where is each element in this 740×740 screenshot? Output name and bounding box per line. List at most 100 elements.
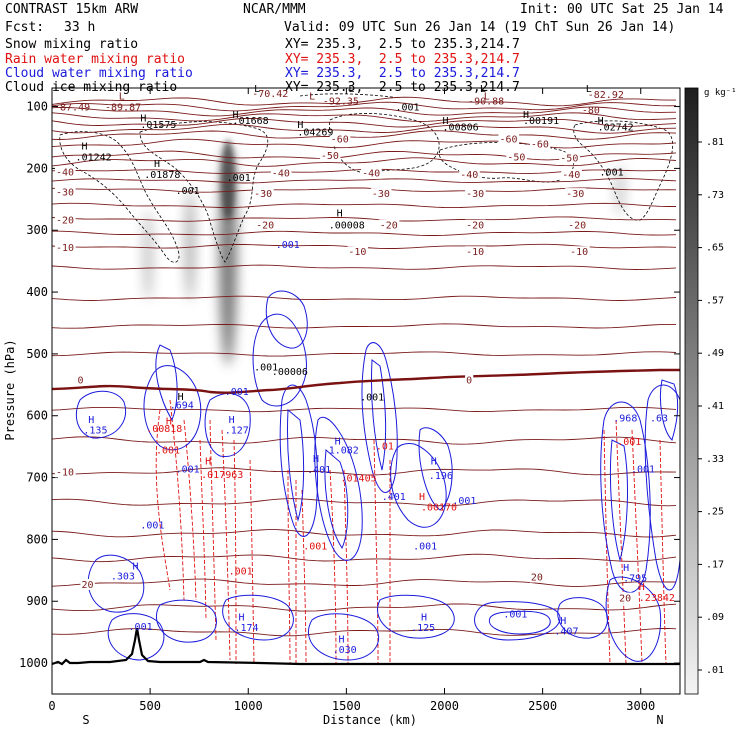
extremum-label: .02742 bbox=[598, 122, 634, 133]
temperature-label-bg bbox=[465, 219, 486, 231]
x-tick-label: 2500 bbox=[528, 699, 557, 713]
temperature-label-bg bbox=[55, 241, 76, 253]
extremum-label: H bbox=[238, 613, 244, 624]
extremum-label: .63 bbox=[650, 414, 668, 425]
rain-column-12 bbox=[329, 469, 337, 665]
extremum-label: L bbox=[586, 84, 592, 95]
y-tick-label: 800 bbox=[26, 532, 48, 546]
temperature-contour-line bbox=[52, 138, 677, 149]
temperature-label: -30 bbox=[566, 189, 584, 200]
cloud-low-9 bbox=[557, 597, 608, 639]
snow-plume-main-core bbox=[221, 140, 235, 220]
rain-column-9 bbox=[287, 469, 291, 665]
cloud-east-2 bbox=[609, 439, 628, 562]
extremum-label: L bbox=[119, 91, 125, 102]
cloud-west-2 bbox=[143, 365, 202, 451]
temperature-label: -40 bbox=[56, 167, 74, 178]
cloud-low-8 bbox=[488, 610, 551, 635]
ice-contour-1 bbox=[59, 131, 180, 263]
temperature-contour-line bbox=[52, 627, 677, 637]
cloud-core-3 bbox=[314, 416, 363, 561]
fcst-value: 33 h bbox=[64, 20, 96, 35]
temperature-label-bg bbox=[506, 151, 527, 163]
temperature-label-bg bbox=[498, 133, 520, 145]
temperature-contour-line bbox=[52, 130, 677, 140]
extremum-label: .001 bbox=[452, 496, 476, 507]
temperature-label: -10 bbox=[348, 247, 366, 258]
extremum-label: .125 bbox=[411, 623, 435, 634]
temperature-label: -10 bbox=[56, 467, 74, 478]
cloud-west-1 bbox=[75, 390, 126, 439]
temperature-label: -10 bbox=[570, 247, 588, 258]
temperature-label-bg bbox=[569, 246, 590, 258]
extremum-label: -90.88 bbox=[468, 96, 504, 107]
extremum-label: L bbox=[484, 91, 490, 102]
extremum-label: .001 bbox=[140, 521, 164, 532]
y-tick-label: 1000 bbox=[19, 656, 48, 670]
rain-column-14 bbox=[373, 439, 379, 665]
temperature-label: -30 bbox=[254, 189, 272, 200]
rain-column-7 bbox=[233, 439, 237, 665]
y-tick-label: 100 bbox=[26, 100, 48, 114]
extremum-label: .030 bbox=[333, 645, 357, 656]
temperature-label: -60 bbox=[531, 140, 549, 151]
temperature-label-bg bbox=[329, 133, 351, 145]
extremum-label: H bbox=[639, 582, 645, 593]
temperature-label: -40 bbox=[272, 169, 290, 180]
rain-column-2 bbox=[169, 399, 185, 601]
extremum-label: .001 bbox=[176, 186, 200, 197]
x-axis: 0 500 1000 1500 2000 2500 3000 bbox=[48, 88, 655, 713]
colorbar-tick-label: .49 bbox=[706, 348, 724, 359]
temperature-label-bg bbox=[465, 374, 474, 386]
extremum-label: .01575 bbox=[140, 120, 176, 131]
temperature-label: -20 bbox=[380, 221, 398, 232]
temperature-label: -40 bbox=[362, 169, 380, 180]
extremum-label: .001 bbox=[413, 542, 437, 553]
extremum-label: -89.87 bbox=[105, 103, 141, 114]
extremum-label: .196 bbox=[429, 471, 453, 482]
temperature-label: -20 bbox=[56, 216, 74, 227]
temperature-label-bg bbox=[76, 374, 85, 386]
snow-shading bbox=[143, 140, 625, 365]
temperature-contour-line bbox=[52, 406, 677, 413]
colorbar bbox=[684, 87, 699, 695]
temperature-contour-line bbox=[52, 529, 677, 538]
rain-column-5 bbox=[209, 419, 217, 641]
extremum-label: H bbox=[233, 110, 239, 121]
cloud-low-4 bbox=[222, 594, 294, 641]
endpoint-north: N bbox=[656, 713, 663, 727]
rain-column-16 bbox=[603, 429, 611, 665]
colorbar-tick-label: .57 bbox=[706, 295, 724, 306]
cloud-anvil-2 bbox=[265, 290, 308, 349]
temperature-label: -10 bbox=[466, 247, 484, 258]
y-tick-label: 900 bbox=[26, 594, 48, 608]
extremum-label: .401 bbox=[307, 465, 331, 476]
temperature-label: -40 bbox=[562, 170, 580, 181]
temperature-label-bg bbox=[270, 167, 292, 179]
extremum-label: -92.35 bbox=[323, 96, 359, 107]
cloud-low-6 bbox=[377, 594, 455, 639]
extremum-label: .795 bbox=[623, 574, 647, 585]
temperature-label: -30 bbox=[372, 189, 390, 200]
temperature-contour-line bbox=[52, 578, 676, 587]
temperature-label-bg bbox=[253, 188, 274, 200]
extremum-label: .00008 bbox=[329, 221, 365, 232]
extremum-label: .001 bbox=[225, 387, 249, 398]
extremum-label: H bbox=[337, 208, 343, 219]
extremum-label: H bbox=[297, 120, 303, 131]
temperature-contour-line bbox=[52, 553, 677, 563]
extremum-label: .303 bbox=[111, 571, 135, 582]
temperature-label: -20 bbox=[256, 221, 274, 232]
extremum-label: .01668 bbox=[233, 116, 269, 127]
temperature-label: 20 bbox=[81, 580, 93, 591]
rain-column-17 bbox=[615, 419, 627, 665]
cloud-core-5 bbox=[361, 342, 398, 493]
y-tick-label: 200 bbox=[26, 161, 48, 175]
colorbar-tick-label: .01 bbox=[706, 665, 724, 676]
temperature-contour-line bbox=[52, 117, 677, 128]
temperature-label-bg bbox=[55, 214, 76, 226]
extremum-label: H bbox=[132, 561, 138, 572]
rain-column-11 bbox=[301, 489, 307, 665]
temperature-contour-line bbox=[52, 295, 677, 301]
